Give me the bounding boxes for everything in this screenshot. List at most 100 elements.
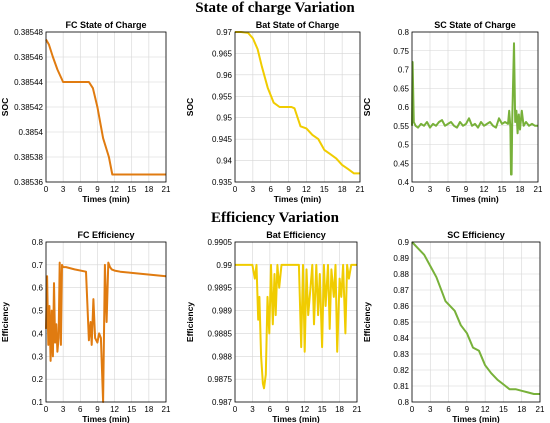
bat-eff-x-tick-label: 15 (318, 405, 327, 414)
bat-soc-x-tick-label: 15 (320, 185, 329, 194)
fc-soc-y-tick-label: 0.3854 (19, 128, 44, 137)
bat-soc-y-tick-label: 0.97 (216, 28, 232, 37)
bat-eff-chart-title: Bat Efficiency (266, 230, 326, 240)
sc-eff-chart-title: SC Efficiency (447, 230, 505, 240)
fc-eff-y-tick-label: 0.3 (32, 352, 44, 361)
bat-soc-y-tick-label: 0.955 (212, 92, 233, 101)
bat-eff-x-tick-label: 12 (300, 405, 309, 414)
bat-eff-x-tick-label: 6 (268, 405, 273, 414)
fc-eff-y-tick-label: 0.4 (32, 329, 44, 338)
fc-soc-y-tick-label: 0.38548 (14, 28, 43, 37)
bat-soc-y-tick-label: 0.96 (216, 71, 232, 80)
bat-soc-chart-title: Bat State of Charge (256, 20, 340, 30)
bat-soc-axes-frame (234, 31, 361, 183)
bat-eff-axes-frame (234, 241, 358, 403)
sc-soc-axes-frame (411, 31, 539, 183)
sc-eff-y-tick-label: 0.88 (393, 270, 409, 279)
sc-soc-y-tick-label: 0.55 (393, 122, 409, 131)
fc-soc-x-tick-label: 6 (78, 185, 83, 194)
fc-eff-x-axis-label: Times (min) (82, 414, 130, 423)
fc-soc-y-tick-label: 0.38544 (14, 78, 43, 87)
fc-soc-y-tick-label: 0.38538 (14, 153, 43, 162)
sc-eff-x-tick-label: 3 (428, 405, 433, 414)
sc-soc-x-tick-label: 9 (464, 185, 469, 194)
bat-eff-y-tick-label: 0.9875 (208, 375, 233, 384)
sc-eff-x-tick-label: 0 (410, 405, 415, 414)
fc-eff-y-tick-label: 0.1 (32, 398, 44, 407)
fc-soc-chart-title: FC State of Charge (65, 20, 146, 30)
fc-soc-axes-frame (45, 31, 167, 183)
fc-eff-x-tick-label: 0 (44, 405, 49, 414)
bat-eff-x-tick-label: 18 (335, 405, 344, 414)
sc-eff-y-tick-label: 0.9 (398, 238, 410, 247)
fc-eff-x-tick-label: 3 (61, 405, 66, 414)
fc-soc-x-tick-label: 21 (162, 185, 171, 194)
bat-eff-y-tick-label: 0.9895 (208, 284, 233, 293)
fc-soc-x-tick-label: 3 (61, 185, 66, 194)
bat-soc-y-axis-label: SOC (185, 98, 195, 116)
sc-eff-x-axis-label: Times (min) (452, 414, 500, 423)
bat-eff-y-tick-label: 0.988 (212, 352, 233, 361)
fc-eff-x-tick-label: 9 (95, 405, 100, 414)
soc-section-title: State of charge Variation (195, 0, 355, 16)
bat-soc-series-line (235, 31, 360, 175)
sc-soc-y-tick-label: 0.7 (398, 66, 410, 75)
fc-soc-y-tick-label: 0.38542 (14, 103, 43, 112)
sc-eff-x-tick-label: 6 (446, 405, 451, 414)
sc-eff-y-tick-label: 0.85 (393, 318, 409, 327)
sc-soc-y-tick-label: 0.65 (393, 84, 409, 93)
fc-soc-series-line (45, 38, 166, 176)
bat-eff-y-tick-label: 0.99 (216, 261, 232, 270)
bat-soc-y-tick-label: 0.965 (212, 49, 233, 58)
bat-soc-x-tick-label: 18 (338, 185, 347, 194)
sc-soc-x-tick-label: 21 (534, 185, 543, 194)
fc-eff-x-tick-label: 21 (162, 405, 171, 414)
fc-eff-series-line (45, 261, 167, 403)
sc-eff-series-line (411, 241, 540, 395)
sc-soc-x-tick-label: 18 (516, 185, 525, 194)
fc-soc-x-axis-label: Times (min) (82, 194, 130, 204)
sc-eff-y-tick-label: 0.89 (393, 254, 409, 263)
bat-soc-x-tick-label: 9 (286, 185, 291, 194)
bat-soc-y-tick-label: 0.95 (216, 114, 232, 123)
fc-soc-y-axis-label: SOC (0, 98, 10, 116)
bat-soc-chart: 0 3 6 9 12 15 18 21 0.935 0.94 0.945 0.95 0.955 0.96 0… (185, 20, 365, 204)
fc-eff-x-tick-label: 6 (78, 405, 83, 414)
bat-eff-y-axis-label: Efficiency (185, 302, 195, 342)
bat-soc-x-tick-label: 3 (251, 185, 256, 194)
bat-soc-x-tick-label: 0 (233, 185, 238, 194)
sc-eff-axes-frame (411, 241, 541, 403)
sc-soc-y-tick-label: 0.45 (393, 159, 409, 168)
sc-eff-y-tick-label: 0.8 (398, 398, 410, 407)
fc-eff-y-tick-label: 0.5 (32, 307, 44, 316)
bat-soc-plot-area (235, 32, 360, 182)
fc-eff-x-tick-label: 18 (144, 405, 153, 414)
sc-eff-x-tick-label: 9 (465, 405, 470, 414)
sc-soc-x-tick-label: 12 (480, 185, 489, 194)
bat-eff-x-tick-label: 0 (233, 405, 238, 414)
bat-eff-x-axis-label: Times (min) (272, 414, 320, 423)
bat-soc-x-tick-label: 6 (268, 185, 273, 194)
bat-eff-x-tick-label: 3 (250, 405, 255, 414)
sc-soc-x-tick-label: 3 (428, 185, 433, 194)
fc-soc-x-tick-label: 0 (44, 185, 49, 194)
sc-eff-y-axis-label: Efficiency (362, 302, 372, 342)
bat-eff-chart: 0 3 6 9 12 15 18 21 0.987 0.9875 0.988 0.9885 0.989 0… (185, 230, 362, 423)
sc-eff-x-tick-label: 12 (481, 405, 490, 414)
bat-eff-y-tick-label: 0.9905 (208, 238, 233, 247)
bat-soc-y-tick-label: 0.945 (212, 135, 233, 144)
sc-eff-y-tick-label: 0.82 (393, 366, 409, 375)
sc-soc-y-tick-label: 0.5 (398, 141, 410, 150)
sc-soc-chart: 0 3 6 9 12 15 18 21 0.4 0.45 0.5 0.55 0.6 0.65 0.7 0.75… (362, 20, 543, 204)
fc-soc-x-tick-label: 18 (144, 185, 153, 194)
fc-eff-chart-title: FC Efficiency (77, 230, 134, 240)
sc-soc-series-line (411, 42, 538, 176)
sc-soc-y-tick-label: 0.8 (398, 28, 410, 37)
bat-soc-x-axis-label: Times (min) (274, 194, 322, 204)
bat-soc-x-tick-label: 21 (356, 185, 365, 194)
sc-eff-y-tick-label: 0.84 (393, 334, 409, 343)
fc-soc-x-tick-label: 12 (110, 185, 119, 194)
fc-eff-x-tick-label: 15 (127, 405, 136, 414)
sc-soc-y-tick-label: 0.75 (393, 47, 409, 56)
